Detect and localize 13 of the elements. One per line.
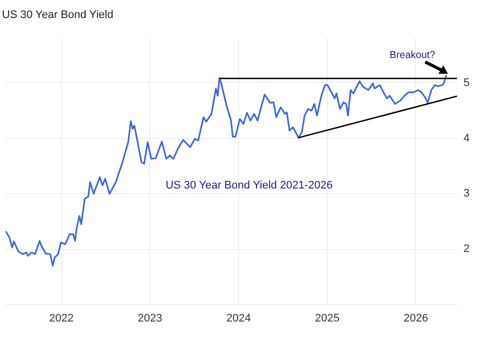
y-tick-label: 5 [464, 76, 470, 89]
y-tick-label: 4 [464, 132, 470, 144]
annotation: US 30 Year Bond Yield 2021-2026 [166, 180, 333, 192]
line-series [5, 74, 448, 267]
x-tick-label: 2023 [138, 312, 162, 324]
annotation: Breakout? [390, 50, 436, 62]
chart-title: US 30 Year Bond Yield [2, 9, 114, 21]
y-tick-label: 2 [464, 243, 470, 256]
y-tick-label: 3 [464, 188, 470, 200]
x-tick-label: 2022 [49, 312, 74, 324]
x-tick-label: 2025 [314, 312, 340, 324]
x-tick-label: 2024 [226, 312, 251, 324]
x-tick-label: 2026 [404, 312, 428, 324]
